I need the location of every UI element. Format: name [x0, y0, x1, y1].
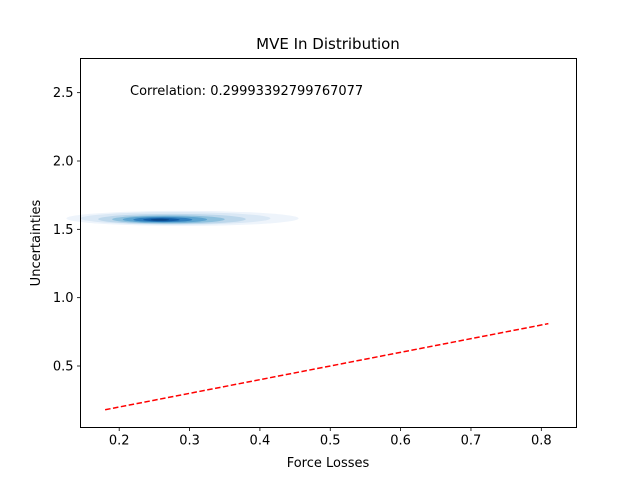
y-axis-label: Uncertainties [29, 199, 44, 286]
density-level-8 [150, 218, 170, 221]
x-tick-label: 0.8 [531, 434, 552, 449]
reference-line [104, 322, 549, 411]
x-tick-label: 0.2 [109, 434, 130, 449]
correlation-annotation: Correlation: 0.29993392799767077 [130, 84, 363, 99]
y-tick-label: 2.0 [53, 155, 74, 170]
x-axis-label: Force Losses [287, 456, 370, 471]
x-tick-label: 0.7 [461, 434, 482, 449]
plot-frame [80, 58, 577, 428]
x-tick-label: 0.5 [320, 434, 341, 449]
y-tick-label: 0.5 [53, 360, 74, 375]
x-tick-label: 0.6 [390, 434, 411, 449]
x-tick-label: 0.4 [250, 434, 271, 449]
chart-title: MVE In Distribution [256, 35, 400, 53]
y-tick-label: 2.5 [53, 86, 74, 101]
x-tick-label: 0.3 [179, 434, 200, 449]
reference-line-group [104, 322, 549, 411]
x-axis: 0.2 0.3 0.4 0.5 0.6 0.7 0.8 [109, 427, 552, 449]
y-tick-label: 1.0 [53, 291, 74, 306]
density-plot [66, 210, 299, 226]
y-axis: 0.5 1.0 1.5 2.0 2.5 [53, 86, 81, 375]
y-tick-label: 1.5 [53, 223, 74, 238]
